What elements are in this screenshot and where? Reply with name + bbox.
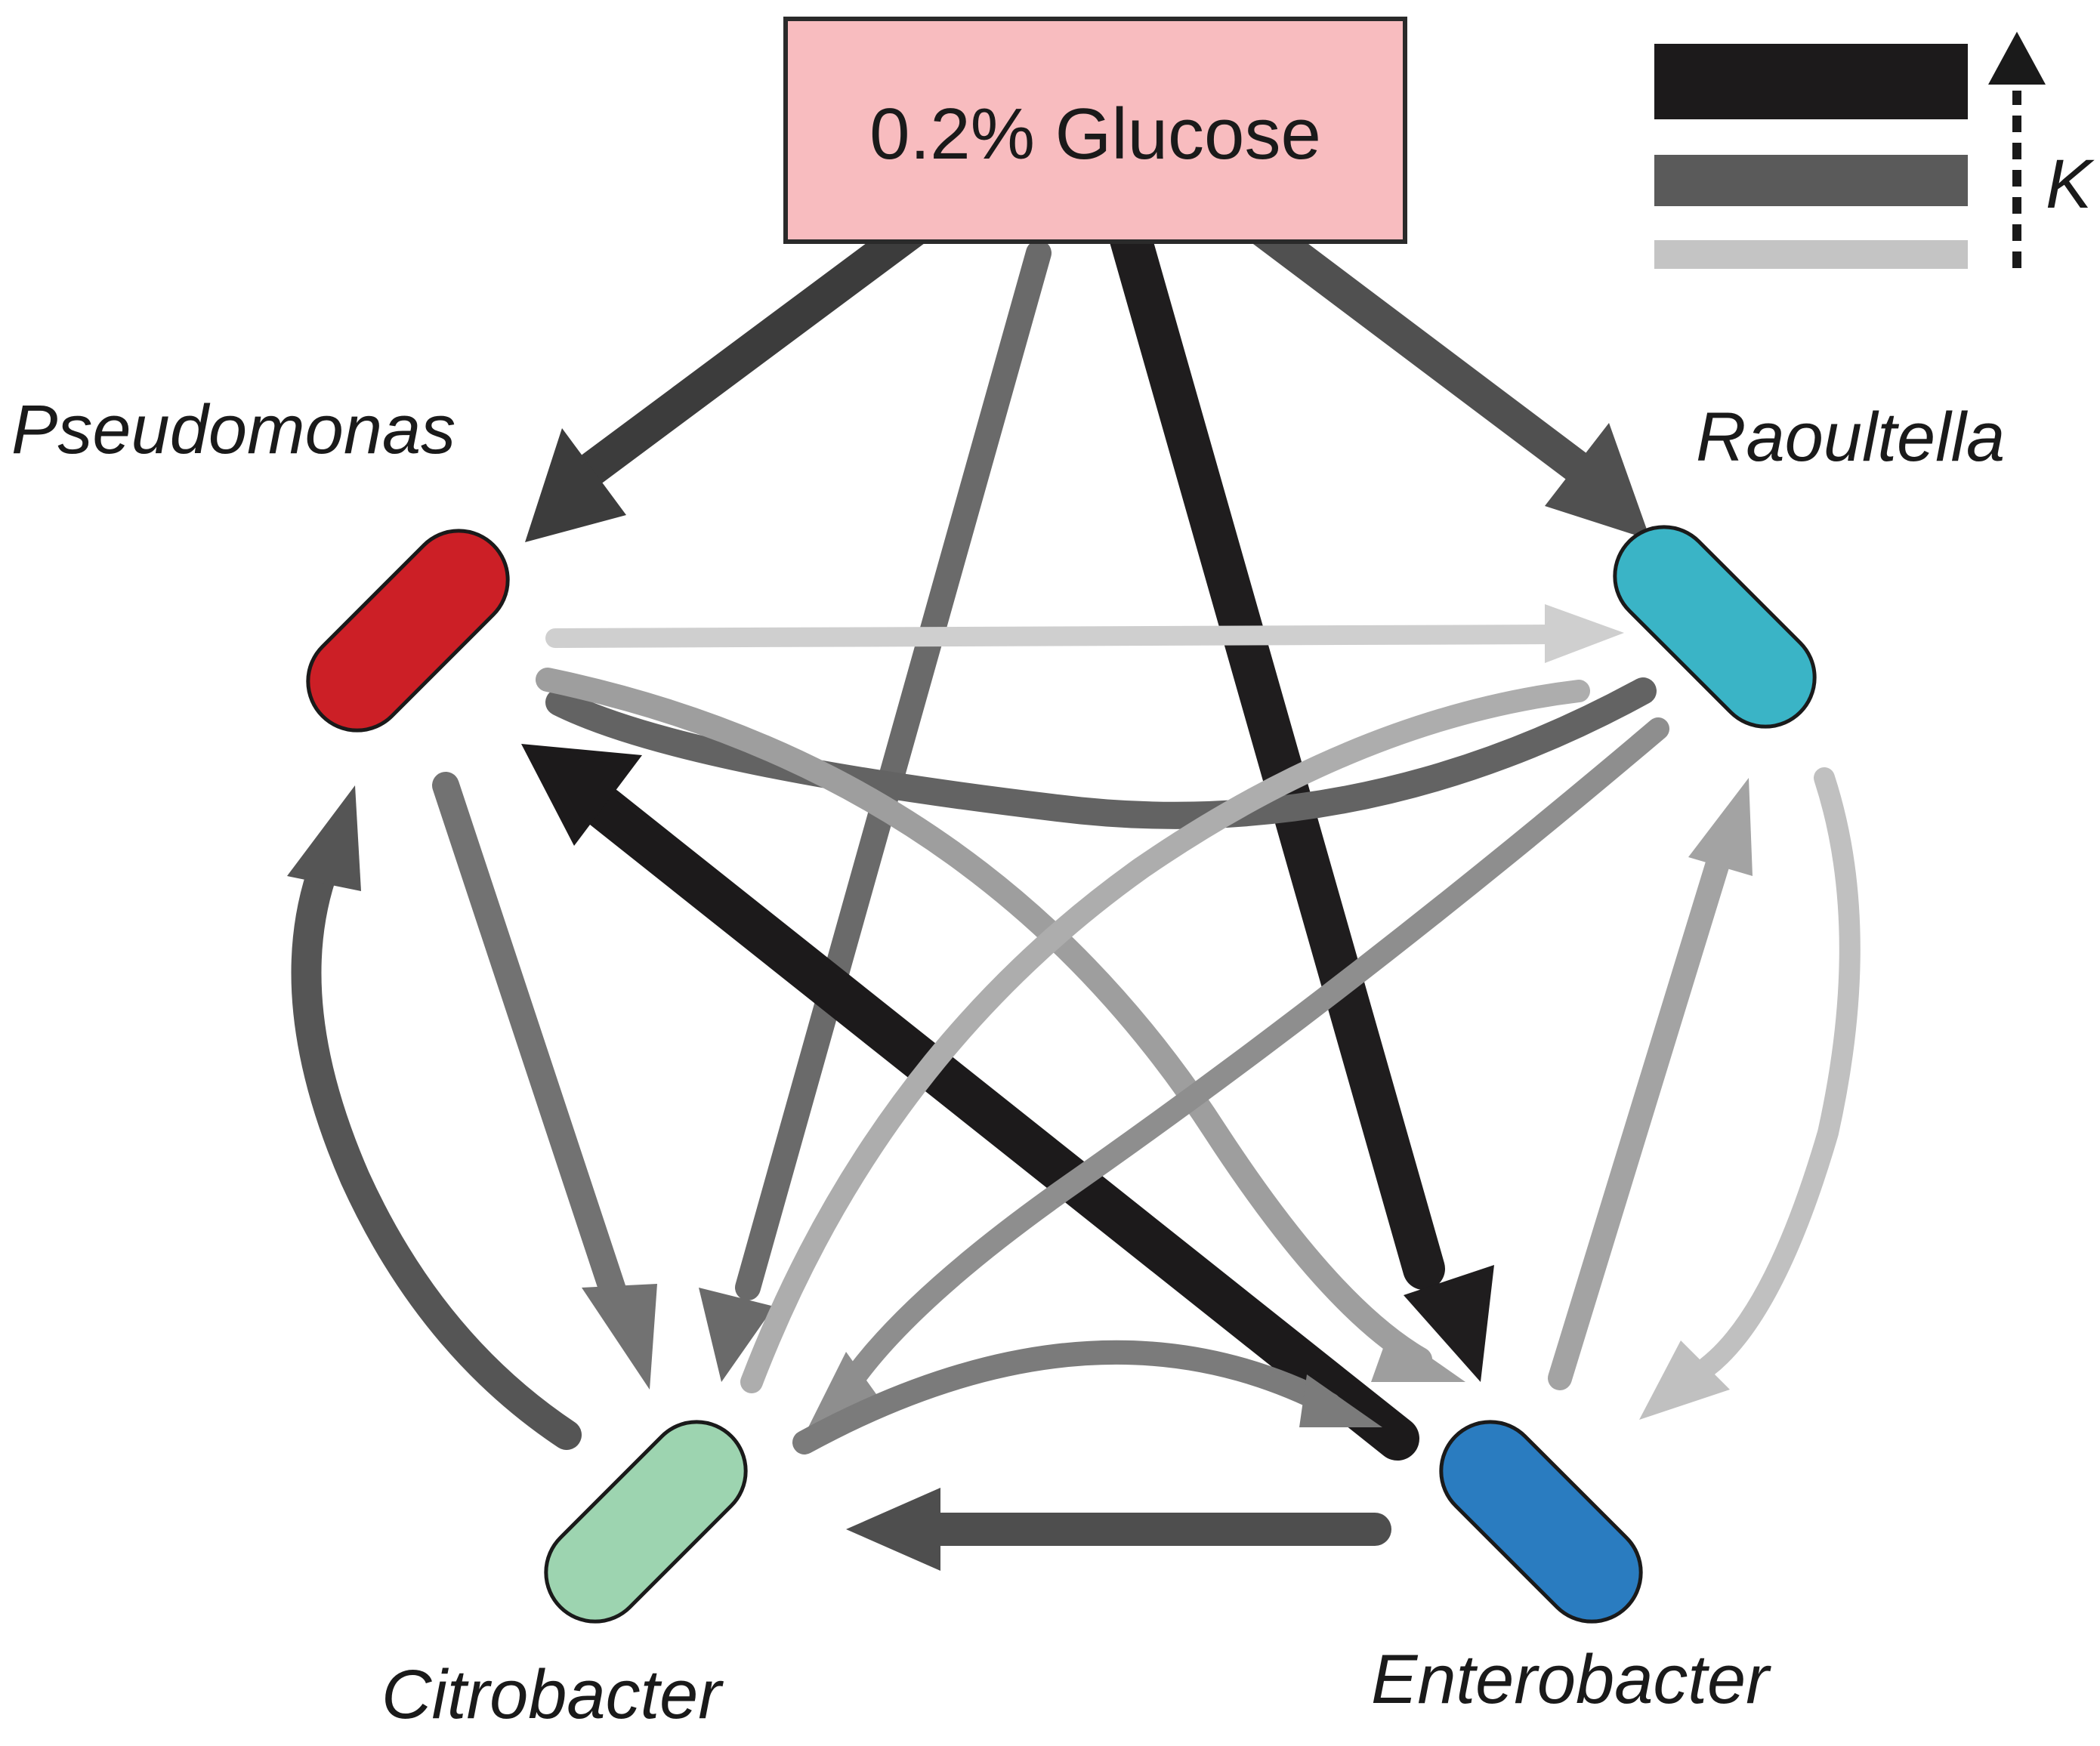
edge-citrobacter-to-raoultella (740, 680, 1590, 1393)
edge-citrobacter-to-pseudomonas (287, 785, 582, 1450)
interaction-edges (287, 209, 1861, 1571)
node-pseudomonas (306, 529, 510, 733)
edge-enterobacter-to-citrobacter (846, 1488, 1391, 1571)
edge-glucose-to-pseudomonas (525, 209, 935, 542)
legend-bar-strong (1654, 44, 1968, 119)
edge-glucose-to-raoultella (1241, 210, 1651, 540)
edge-pseudomonas-to-enterobacter (536, 668, 1465, 1382)
node-enterobacter (1439, 1420, 1643, 1624)
legend: K (1654, 32, 2095, 269)
edge-glucose-to-enterobacter (1108, 213, 1494, 1382)
edge-citrobacter-to-enterobacter (792, 1340, 1382, 1454)
edge-raoultella-to-enterobacter (1639, 767, 1861, 1420)
edge-glucose-to-citrobacter (699, 240, 1052, 1382)
edge-enterobacter-to-raoultella (1548, 778, 1753, 1390)
edge-pseudomonas-to-citrobacter (432, 772, 657, 1390)
legend-arrow-up-icon (1988, 32, 2046, 85)
node-raoultella (1613, 525, 1817, 729)
label-citrobacter: Citrobacter (381, 1656, 724, 1733)
edge-pseudomonas-to-raoultella (545, 604, 1624, 663)
glucose-source-node: 0.2% Glucose (783, 17, 1407, 244)
legend-label: K (2046, 146, 2095, 223)
edge-raoultella-to-citrobacter (804, 717, 1669, 1435)
node-citrobacter (544, 1420, 748, 1624)
label-pseudomonas: Pseudomonas (11, 391, 456, 468)
edge-enterobacter-to-pseudomonas (521, 744, 1419, 1461)
legend-bar-medium (1654, 155, 1968, 206)
glucose-source-label: 0.2% Glucose (869, 94, 1321, 174)
label-enterobacter: Enterobacter (1371, 1641, 1771, 1718)
species-nodes (306, 525, 1817, 1624)
legend-bar-weak (1654, 240, 1968, 269)
label-raoultella: Raoultella (1696, 399, 2005, 476)
edge-raoultella-to-pseudomonas (545, 677, 1657, 829)
